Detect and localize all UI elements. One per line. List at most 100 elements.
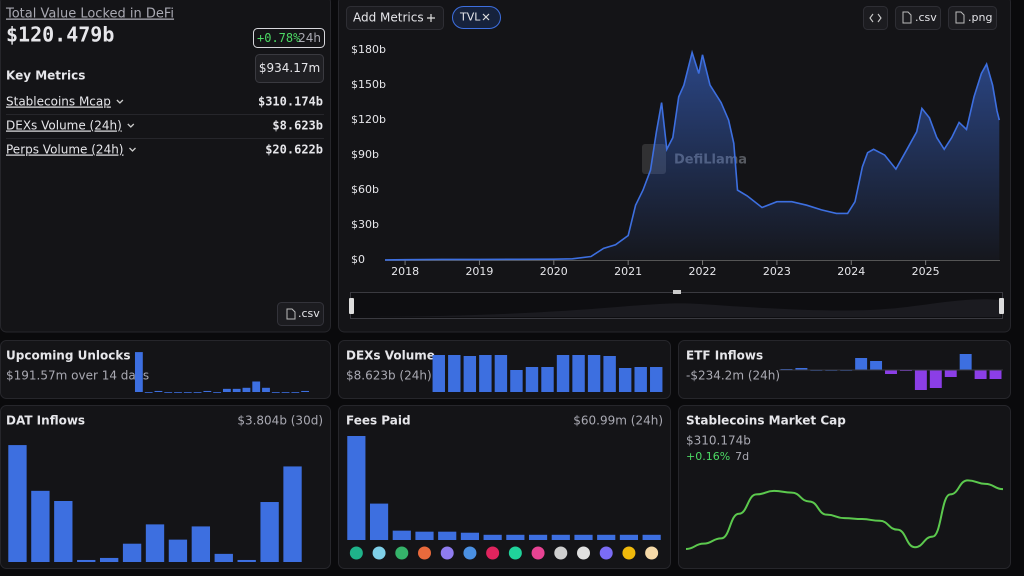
file-icon (955, 11, 965, 24)
key-metric-rows: Stablecoins Mcap $310.174b DEXs Volume (24… (6, 95, 324, 157)
panel-subtitle: $60.99m (24h) (573, 414, 663, 428)
protocol-icon[interactable] (486, 546, 500, 560)
metric-label[interactable]: Perps Volume (24h) (6, 143, 124, 157)
bar (191, 526, 211, 562)
x-tick-label: 2018 (391, 265, 419, 278)
protocol-icon[interactable] (645, 546, 659, 560)
metric-panels: Upcoming Unlocks $191.57m over 14 days DEX… (0, 340, 1011, 569)
bar (301, 390, 310, 392)
tvl-change-period: 24h (298, 31, 321, 45)
bar (438, 531, 457, 540)
bar (213, 392, 222, 393)
tvl-value: $120.479b (6, 23, 114, 47)
range-handle[interactable] (999, 298, 1004, 314)
bar (494, 355, 508, 392)
metric-panel[interactable] (338, 405, 671, 569)
bar (483, 534, 502, 540)
bar (8, 445, 27, 562)
bar (528, 534, 548, 540)
csv-button[interactable] (277, 302, 324, 326)
metric-panel[interactable] (0, 340, 331, 399)
bar (619, 534, 639, 540)
protocol-icon[interactable] (554, 546, 568, 560)
area-line (384, 49, 1001, 261)
metric-value: $20.622b (265, 143, 323, 157)
protocol-icon[interactable] (531, 546, 545, 560)
chevron-icon (116, 99, 124, 104)
csv-label: .csv (298, 307, 320, 320)
bar (572, 355, 585, 392)
bar (959, 354, 972, 370)
range-handle[interactable] (349, 298, 354, 314)
bar (463, 356, 477, 392)
tvl-change: +0.78% (257, 31, 301, 45)
x-tick-label: 2020 (540, 265, 568, 278)
panel-title: Fees Paid (346, 414, 411, 428)
protocol-icon[interactable] (372, 546, 386, 560)
tooltip-text: $934.17m (259, 61, 320, 75)
panel-subtitle: $8.623b (24h) (346, 369, 432, 383)
protocol-icon[interactable] (508, 546, 522, 560)
plus-icon (427, 14, 435, 22)
bar (252, 381, 261, 392)
chevron-icon (127, 123, 135, 128)
protocol-icon[interactable] (463, 546, 477, 560)
bar (54, 501, 73, 562)
change-box (253, 28, 325, 48)
bar (283, 466, 302, 562)
bar (222, 388, 231, 392)
x-tick-label: 2025 (912, 265, 940, 278)
metric-label[interactable]: Stablecoins Mcap (6, 95, 111, 109)
chevron-icon (129, 147, 136, 152)
file-icon (286, 308, 296, 320)
bar (164, 392, 173, 393)
bar (432, 355, 445, 392)
close-icon[interactable] (482, 13, 490, 21)
bar (634, 367, 647, 392)
bar (929, 370, 942, 388)
bar (145, 524, 165, 562)
line (685, 479, 1004, 550)
bar (281, 392, 290, 393)
bar (650, 367, 663, 392)
bar (144, 392, 153, 393)
csv-download-label: .csv (915, 11, 937, 24)
bar (885, 370, 897, 374)
tvl-chip-label: TVL (459, 11, 481, 24)
x-tick-label: 2019 (465, 265, 493, 278)
protocol-icon[interactable] (349, 546, 363, 560)
bar (237, 559, 256, 562)
protocol-icon[interactable] (599, 546, 613, 560)
bar (989, 370, 1002, 379)
protocol-icon[interactable] (577, 546, 590, 560)
bar (597, 534, 616, 540)
embed-button[interactable] (863, 6, 888, 30)
bar (460, 532, 480, 540)
metric-panel[interactable] (678, 405, 1011, 569)
protocol-icon[interactable] (622, 546, 636, 560)
panel-title: DAT Inflows (6, 414, 85, 428)
bar (541, 367, 554, 392)
bar (914, 370, 927, 390)
range-grip[interactable] (673, 290, 681, 294)
metric-panel[interactable] (0, 405, 331, 569)
bar (134, 352, 143, 392)
protocol-icon[interactable] (418, 546, 431, 560)
bar (347, 436, 366, 540)
metric-value: $8.623b (272, 119, 323, 133)
metric-label[interactable]: DEXs Volume (24h) (6, 119, 122, 133)
bar (479, 355, 492, 392)
add-metrics-button[interactable] (346, 6, 444, 30)
bar (77, 559, 96, 562)
summary-panel (0, 0, 331, 333)
tvl-chip[interactable] (452, 6, 501, 29)
x-tick-label: 2021 (614, 265, 642, 278)
bar (448, 355, 461, 392)
bar (642, 534, 661, 540)
tvl-chart: $0 $30b $60b $90b $120b $150b $180b 2018 2019 202… (351, 43, 1001, 278)
y-tick-label: $30b (351, 218, 379, 231)
bar (415, 531, 434, 540)
protocol-icon[interactable] (395, 546, 409, 560)
protocol-icon[interactable] (440, 546, 454, 560)
embed-icon (869, 13, 882, 23)
